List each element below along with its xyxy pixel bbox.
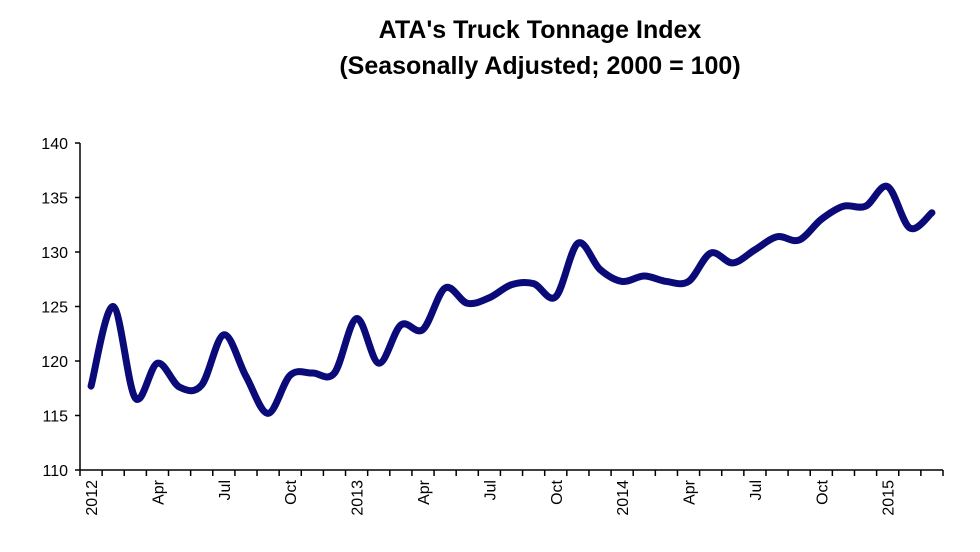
x-tick-label: 2012 <box>84 480 101 516</box>
y-tick-label: 115 <box>42 409 68 426</box>
x-tick-label: Jul <box>217 480 234 500</box>
x-tick-label: Apr <box>150 479 167 505</box>
x-tick-label: Jul <box>482 480 499 500</box>
x-tick-label: Apr <box>682 479 699 505</box>
y-tick-label: 120 <box>41 354 68 371</box>
series-line-truck-tonnage <box>87 182 936 417</box>
x-tick-label: 2015 <box>881 480 898 516</box>
x-tick-label: 2013 <box>350 480 367 516</box>
chart-title: ATA's Truck Tonnage Index <box>378 16 702 44</box>
y-tick-label: 135 <box>41 191 68 208</box>
y-tick-label: 140 <box>41 136 68 153</box>
y-tick-label: 110 <box>42 463 68 480</box>
chart-subtitle: (Seasonally Adjusted; 2000 = 100) <box>339 52 741 80</box>
x-tick-label: Apr <box>416 479 433 505</box>
x-tick-label: Oct <box>283 479 300 504</box>
x-tick-label: Oct <box>549 479 566 504</box>
x-tick-label: Jul <box>748 480 765 500</box>
x-tick-label: 2014 <box>615 480 632 516</box>
y-tick-label: 130 <box>41 245 68 262</box>
y-tick-label: 125 <box>41 300 68 317</box>
x-tick-label: Oct <box>814 479 831 504</box>
